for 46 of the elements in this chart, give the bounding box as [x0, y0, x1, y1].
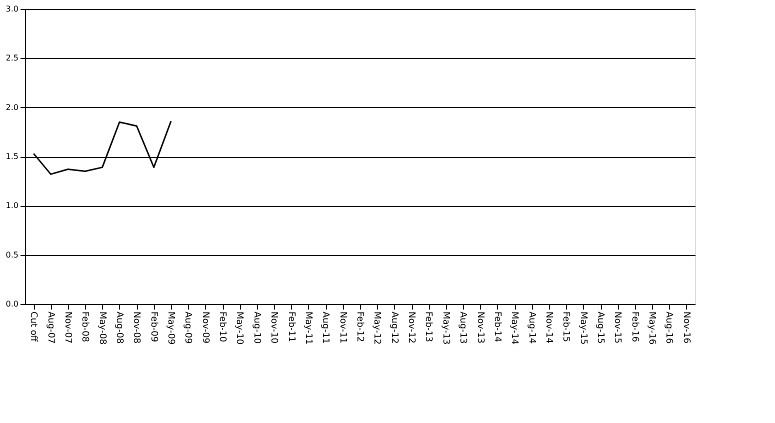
x-tick-label: Feb-09 [148, 312, 158, 342]
y-tick-label: 0.5 [6, 250, 18, 260]
x-tick-label: Nov-14 [543, 312, 554, 344]
x-tick-label: May-12 [372, 312, 382, 345]
x-tick-label: Nov-09 [200, 312, 210, 344]
x-tick-label: May-15 [578, 312, 588, 345]
x-tick-label: Aug-15 [595, 312, 606, 344]
y-tick-label: 3.0 [6, 4, 18, 14]
x-tick-label: Feb-10 [217, 312, 228, 342]
x-tick-label: May-13 [440, 312, 450, 345]
x-tick-label: May-09 [166, 312, 176, 345]
x-tick-label: Nov-11 [337, 312, 348, 344]
x-tick-label: Aug-11 [320, 312, 330, 344]
x-tick-label: Aug-12 [388, 312, 399, 344]
x-tick-label: Nov-13 [474, 312, 485, 344]
x-tick-label: Feb-15 [560, 312, 571, 342]
x-tick-label: Cut off [28, 312, 38, 342]
x-tick-label: Feb-13 [423, 312, 434, 342]
x-tick-label: Feb-11 [286, 312, 296, 342]
y-tick-label: 2.5 [6, 54, 18, 63]
x-tick-label: May-10 [234, 312, 244, 345]
x-tick-label: Aug-13 [458, 312, 468, 344]
x-tick-label: Aug-14 [526, 312, 536, 344]
x-tick-label: Nov-15 [612, 312, 622, 344]
y-tick-label: 2.0 [6, 102, 18, 112]
x-tick-label: Nov-16 [680, 312, 691, 344]
x-tick-label: Aug-10 [251, 312, 262, 344]
y-tick-label: 0.0 [6, 300, 18, 308]
x-tick-label: Aug-16 [664, 312, 674, 344]
y-tick-label: 1.5 [6, 152, 18, 161]
x-tick-label: May-16 [646, 312, 657, 345]
x-tick-label: Aug-09 [182, 312, 193, 344]
x-tick-label: Nov-12 [406, 312, 416, 344]
x-tick-label: Feb-12 [354, 312, 364, 342]
x-tick-label: Aug-07 [45, 312, 56, 344]
x-tick-label: Feb-08 [80, 312, 90, 342]
x-tick-label: Aug-08 [114, 312, 124, 344]
x-tick-label: May-11 [302, 312, 313, 345]
x-tick-label: May-08 [96, 312, 107, 345]
x-tick-label: Nov-10 [268, 312, 279, 344]
x-tick-label: May-14 [509, 312, 520, 345]
y-tick-label: 1.0 [6, 201, 18, 210]
x-tick-label: Nov-07 [62, 312, 72, 344]
x-tick-label: Feb-14 [492, 312, 502, 342]
x-tick-label: Feb-16 [629, 312, 640, 342]
x-tick-label: Nov-08 [131, 312, 142, 344]
